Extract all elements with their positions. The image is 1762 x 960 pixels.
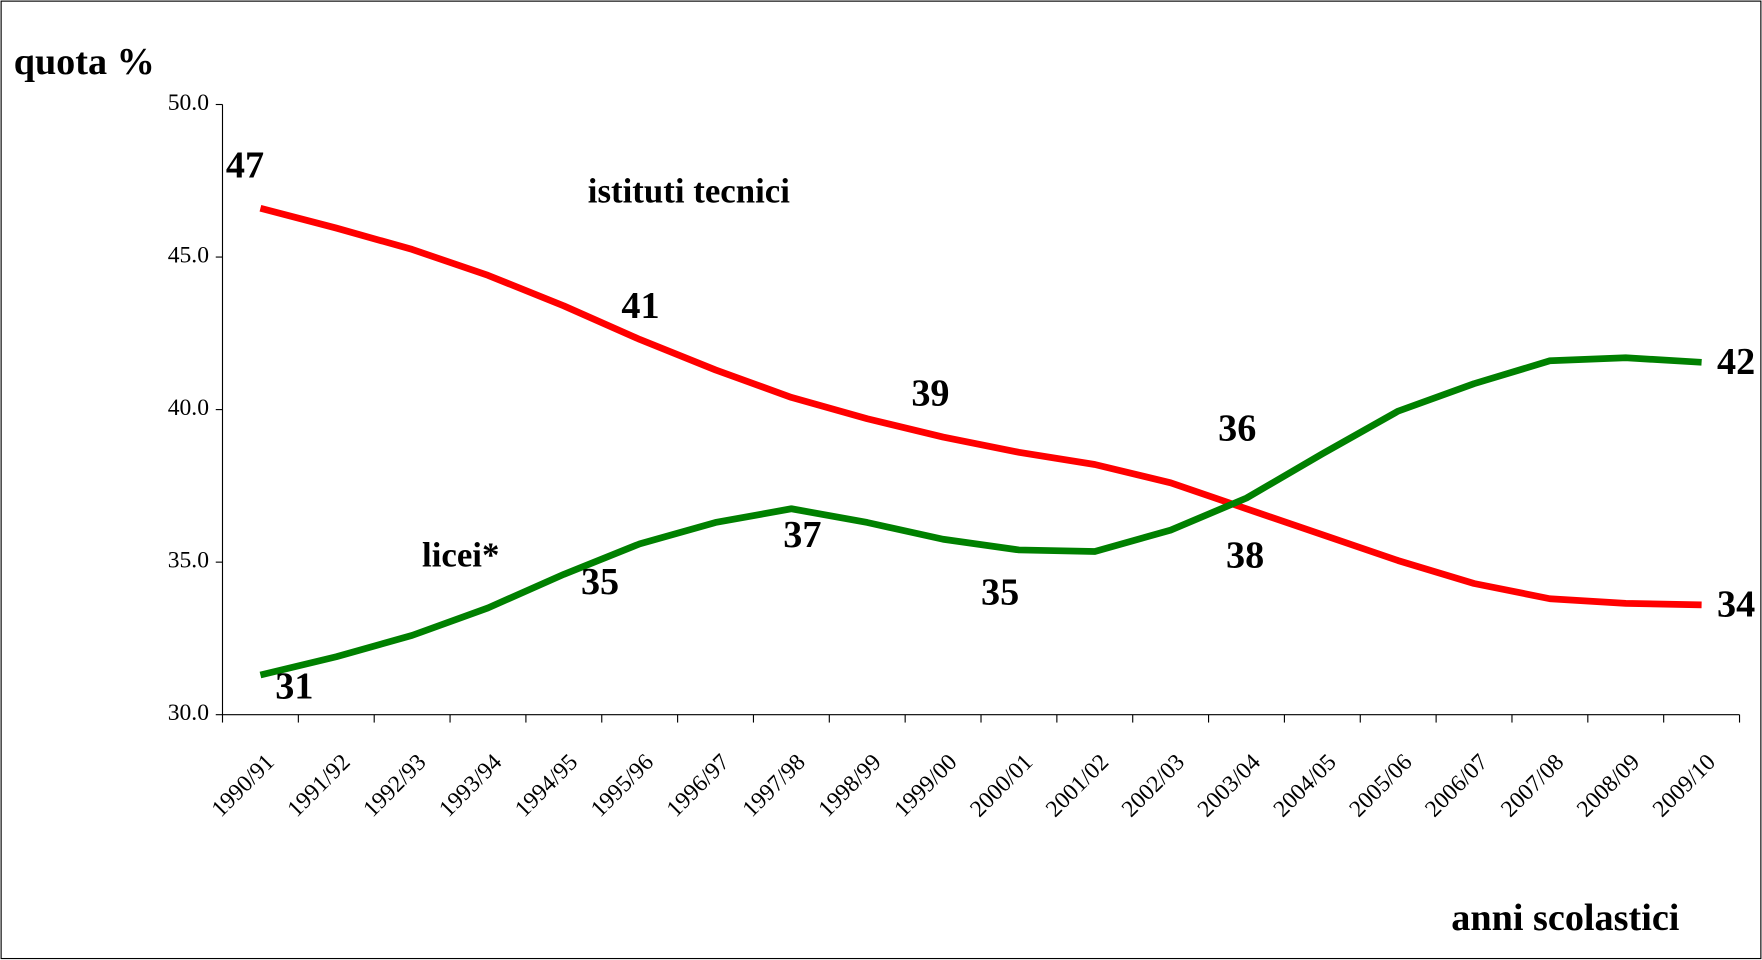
data-label: 37 <box>783 514 821 556</box>
x-tick-label: 2000/01 <box>965 749 1038 822</box>
series-name: istituti tecnici <box>588 171 790 210</box>
data-label: 35 <box>581 561 619 603</box>
data-label: 34 <box>1717 584 1755 626</box>
data-label: 39 <box>911 372 949 414</box>
x-tick-label: 1994/95 <box>510 749 583 822</box>
x-tick-label: 1998/99 <box>813 749 886 822</box>
x-tick-label: 2007/08 <box>1496 749 1569 822</box>
x-tick-label: 2002/03 <box>1117 749 1190 822</box>
x-tick-label: 1990/91 <box>207 749 280 822</box>
x-tick-label: 1996/97 <box>662 749 735 822</box>
y-axis-label: quota % <box>14 41 155 83</box>
x-axis-label: anni scolastici <box>1451 897 1679 939</box>
data-label: 31 <box>275 666 313 708</box>
x-tick-label: 1992/93 <box>358 749 431 822</box>
x-tick-label: 1991/92 <box>283 749 356 822</box>
y-tick-label: 45.0 <box>168 242 209 268</box>
x-tick-label: 2005/06 <box>1344 749 1417 822</box>
data-label: 35 <box>981 571 1019 613</box>
x-tick-label: 1995/96 <box>586 749 659 822</box>
series-line <box>259 204 1702 609</box>
data-label: 38 <box>1226 534 1264 576</box>
y-tick-label: 30.0 <box>168 700 209 726</box>
x-tick-label: 2009/10 <box>1648 749 1721 822</box>
x-tick-label: 1997/98 <box>738 749 811 822</box>
data-label: 47 <box>226 144 264 186</box>
data-label: 41 <box>621 285 659 327</box>
data-label: 42 <box>1717 341 1755 383</box>
x-tick-label: 2001/02 <box>1041 749 1114 822</box>
series-name: licei* <box>422 535 499 574</box>
x-tick-label: 1999/00 <box>889 749 962 822</box>
x-tick-label: 1993/94 <box>434 749 507 822</box>
data-label: 36 <box>1218 407 1256 449</box>
series-line <box>259 354 1702 679</box>
y-tick-label: 50.0 <box>168 90 209 116</box>
x-tick-label: 2008/09 <box>1572 749 1645 822</box>
y-tick-label: 40.0 <box>168 395 209 421</box>
y-tick-label: 35.0 <box>168 548 209 574</box>
x-tick-label: 2006/07 <box>1420 749 1493 822</box>
x-tick-label: 2004/05 <box>1269 749 1342 822</box>
x-tick-label: 2003/04 <box>1193 749 1266 822</box>
